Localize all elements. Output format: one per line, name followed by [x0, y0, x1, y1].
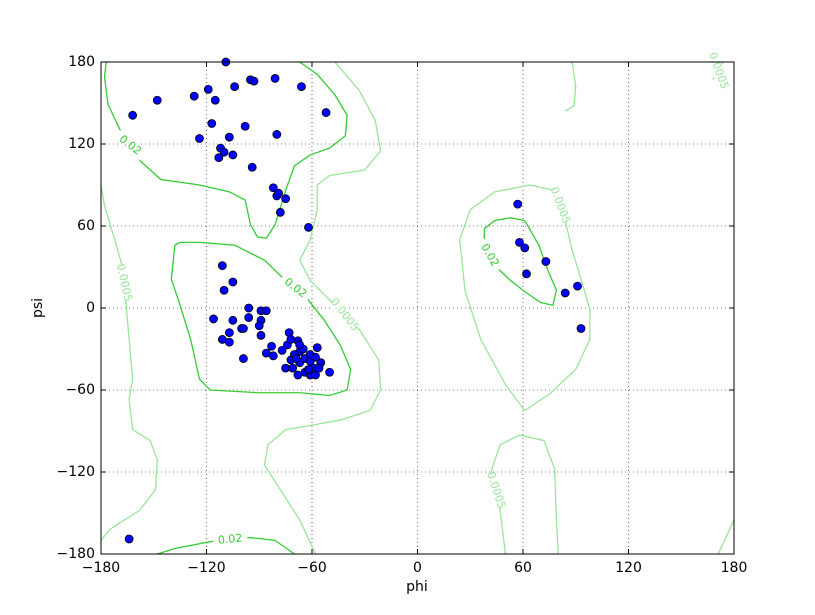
contour-label-bg: [114, 264, 134, 301]
point: [281, 194, 291, 204]
point: [217, 261, 227, 271]
point: [304, 222, 313, 232]
x-tick-label: 0: [413, 560, 422, 576]
point: [219, 147, 229, 157]
point: [209, 314, 218, 324]
point: [576, 324, 586, 333]
y-tick-label: −60: [65, 382, 95, 398]
point: [189, 91, 199, 101]
point: [286, 335, 296, 344]
point: [275, 207, 285, 217]
point: [207, 119, 217, 128]
contour-line: [170, 241, 352, 397]
plot-frame: [100, 61, 735, 555]
point: [195, 134, 204, 143]
point: [541, 257, 551, 266]
point: [239, 324, 248, 333]
point: [314, 363, 324, 373]
point: [295, 340, 305, 350]
point: [244, 303, 254, 313]
y-tick-label: 60: [77, 218, 95, 234]
point: [128, 110, 138, 120]
point: [230, 82, 240, 91]
y-tick-label: −180: [57, 546, 95, 562]
point: [228, 315, 238, 325]
contour-label-bg: [329, 297, 360, 332]
point: [274, 188, 283, 198]
x-axis-label: phi: [406, 579, 428, 595]
point: [522, 269, 531, 279]
point: [228, 150, 238, 160]
point: [520, 243, 530, 253]
point: [515, 237, 524, 247]
contour-label-group: 0.02: [212, 531, 248, 548]
x-tick-label: −180: [82, 560, 120, 576]
x-tick-label: 180: [721, 560, 748, 576]
point: [261, 306, 271, 316]
contour-label-bg: [475, 237, 504, 274]
x-tick-label: 60: [514, 560, 532, 576]
y-tick-label: 180: [68, 54, 95, 70]
point: [573, 281, 582, 291]
point: [228, 277, 238, 287]
point: [244, 313, 254, 322]
contour-label-bg: [484, 472, 507, 509]
point: [268, 351, 278, 361]
point: [288, 363, 298, 373]
point: [224, 328, 234, 338]
contour-line: [100, 184, 158, 541]
y-tick-label: −120: [57, 464, 95, 480]
y-tick-label: 0: [86, 300, 95, 316]
point: [325, 367, 334, 377]
x-tick-label: −120: [187, 560, 225, 576]
contour-line: [564, 61, 577, 112]
y-axis-label: psi: [30, 298, 46, 318]
point: [247, 162, 257, 172]
point: [254, 321, 264, 331]
point: [239, 354, 248, 363]
y-tick-label: 120: [68, 136, 95, 152]
contour-label: 0.02: [217, 531, 243, 546]
point: [311, 352, 320, 362]
point: [256, 330, 266, 340]
point: [249, 76, 259, 86]
point: [224, 132, 234, 142]
point: [152, 95, 162, 105]
point: [268, 183, 278, 193]
point: [214, 153, 224, 163]
point: [291, 354, 301, 363]
point: [297, 82, 306, 91]
point: [203, 84, 213, 94]
point: [224, 337, 234, 347]
point: [272, 130, 282, 139]
point: [560, 288, 570, 298]
x-tick-label: 120: [615, 560, 642, 576]
point: [270, 74, 280, 83]
point: [312, 343, 322, 353]
point: [277, 345, 287, 355]
contour-line: [717, 519, 735, 555]
contour-label-bg: [112, 130, 148, 161]
point: [321, 108, 331, 117]
point: [513, 199, 523, 209]
x-tick-label: −60: [297, 560, 327, 576]
point: [210, 95, 220, 105]
contour-label-bg: [212, 531, 248, 548]
contour-label-bg: [548, 187, 572, 224]
point: [124, 534, 134, 544]
point: [304, 365, 313, 374]
contour-label-bg: [278, 272, 313, 304]
point: [219, 285, 229, 295]
point: [240, 121, 250, 131]
point: [267, 341, 276, 351]
